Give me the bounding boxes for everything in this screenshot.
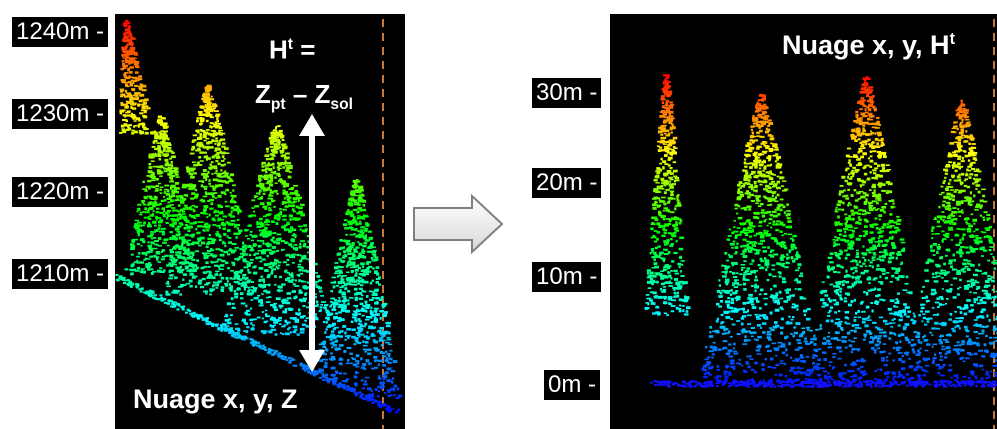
formula-h-sup: t <box>287 36 293 53</box>
formula-equals: = <box>292 34 316 65</box>
left-tick-1220: 1220m - <box>12 177 109 207</box>
left-tick-1230: 1230m - <box>12 99 109 129</box>
right-point-cloud <box>644 19 997 429</box>
right-panel-label: Nuage x, y, Ht <box>782 30 955 61</box>
right-label-sup: t <box>949 30 955 48</box>
formula-pt-sub: pt <box>270 95 286 113</box>
right-tick-20: 20m - <box>532 168 602 198</box>
formula-sol-sub: sol <box>330 95 353 113</box>
right-tick-30: 30m - <box>532 78 602 108</box>
right-point-cloud-panel: Nuage x, y, Ht <box>610 14 997 429</box>
formula-h: H <box>269 34 288 65</box>
left-tick-1210: 1210m - <box>12 259 109 289</box>
formula-minus: – <box>285 78 315 109</box>
formula-z-pt: Z <box>255 78 271 109</box>
height-double-arrow <box>299 114 325 372</box>
transform-arrow-icon <box>413 194 504 254</box>
height-formula: Ht = Zpt – Zsol <box>255 28 353 122</box>
right-label-text: Nuage x, y, H <box>782 30 950 60</box>
left-point-cloud <box>115 19 403 429</box>
left-tick-1240: 1240m - <box>12 17 109 47</box>
formula-z-sol: Z <box>314 78 331 109</box>
right-tick-0: 0m - <box>544 370 600 400</box>
left-panel-label: Nuage x, y, Z <box>133 384 298 414</box>
left-point-cloud-panel: Ht = Zpt – Zsol Nuage x, y, Z <box>115 14 405 429</box>
right-tick-10: 10m - <box>532 262 602 292</box>
